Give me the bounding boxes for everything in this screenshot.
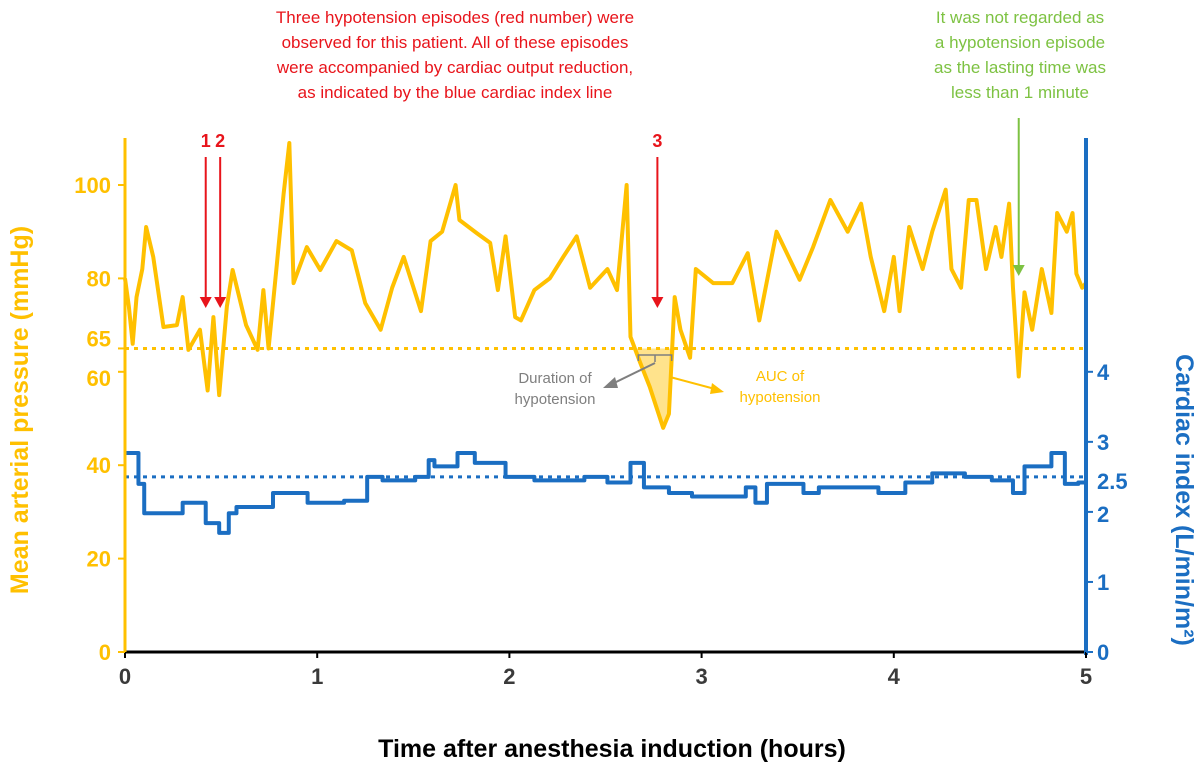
left-tick-label: 0	[99, 640, 111, 665]
duration-label: Duration of hypotension	[495, 368, 615, 410]
right-tick-label: 0	[1097, 640, 1109, 665]
left-tick-label: 20	[87, 547, 111, 572]
not-episode-note-line: as the lasting time was	[934, 58, 1106, 77]
right-tick-label: 3	[1097, 430, 1109, 455]
duration-label-line: Duration of	[518, 370, 592, 387]
episode-number: 3	[652, 131, 662, 151]
x-tick-label: 1	[311, 664, 323, 689]
not-episode-note-line: less than 1 minute	[951, 83, 1089, 102]
duration-bracket	[637, 354, 673, 362]
auc-label-line: AUC of	[755, 368, 805, 385]
episodes-note-line: were accompanied by cardiac output reduc…	[276, 58, 634, 77]
episode-number: 2	[215, 131, 225, 151]
auc-label: AUC of hypotension	[725, 366, 835, 408]
left-tick-label: 100	[74, 173, 111, 198]
episode-number: 1	[201, 131, 211, 151]
not-episode-note-line: a hypotension episode	[934, 33, 1106, 52]
not-episode-note-line: It was not regarded as	[935, 8, 1105, 27]
left-tick-label: 60	[87, 366, 111, 391]
right-tick-label: 4	[1097, 360, 1110, 385]
x-tick-label: 0	[119, 664, 131, 689]
auc-arrow-head	[710, 383, 724, 394]
left-axis-title: Mean arterial pressure (mmHg)	[6, 226, 34, 594]
right-axis-title: Cardiac index (L/min/m²)	[1170, 354, 1198, 646]
episodes-note-line: Three hypotension episodes (red number) …	[275, 8, 635, 27]
episode-arrow-head	[651, 297, 664, 308]
auc-arrow	[669, 376, 716, 390]
left-tick-label: 80	[87, 266, 111, 291]
duration-arrow-head	[603, 377, 618, 388]
episodes-note: Three hypotension episodes (red number) …	[230, 5, 680, 105]
right-tick-label: 1	[1097, 570, 1109, 595]
left-tick-label: 65	[87, 326, 111, 351]
right-tick-label: 2	[1097, 502, 1109, 527]
map-series-line	[123, 140, 1088, 430]
x-tick-label: 5	[1080, 664, 1092, 689]
auc-label-line: hypotension	[739, 389, 821, 406]
right-tick-label: 2.5	[1097, 469, 1128, 494]
episodes-note-line: as indicated by the blue cardiac index l…	[297, 83, 613, 102]
duration-arrow	[611, 362, 656, 385]
x-axis-title: Time after anesthesia induction (hours)	[378, 735, 846, 763]
episode-arrow-head	[199, 297, 212, 308]
episodes-note-line: observed for this patient. All of these …	[281, 33, 629, 52]
cardiac-index-series-line	[125, 451, 1086, 535]
not-episode-arrow-head	[1012, 265, 1025, 276]
not-episode-note: It was not regarded as a hypotension epi…	[920, 5, 1120, 105]
duration-label-line: hypotension	[514, 391, 596, 408]
episode-arrow-head	[214, 297, 227, 308]
x-tick-label: 2	[503, 664, 515, 689]
x-tick-label: 4	[888, 664, 901, 689]
x-tick-label: 3	[695, 664, 707, 689]
left-tick-label: 40	[87, 453, 111, 478]
